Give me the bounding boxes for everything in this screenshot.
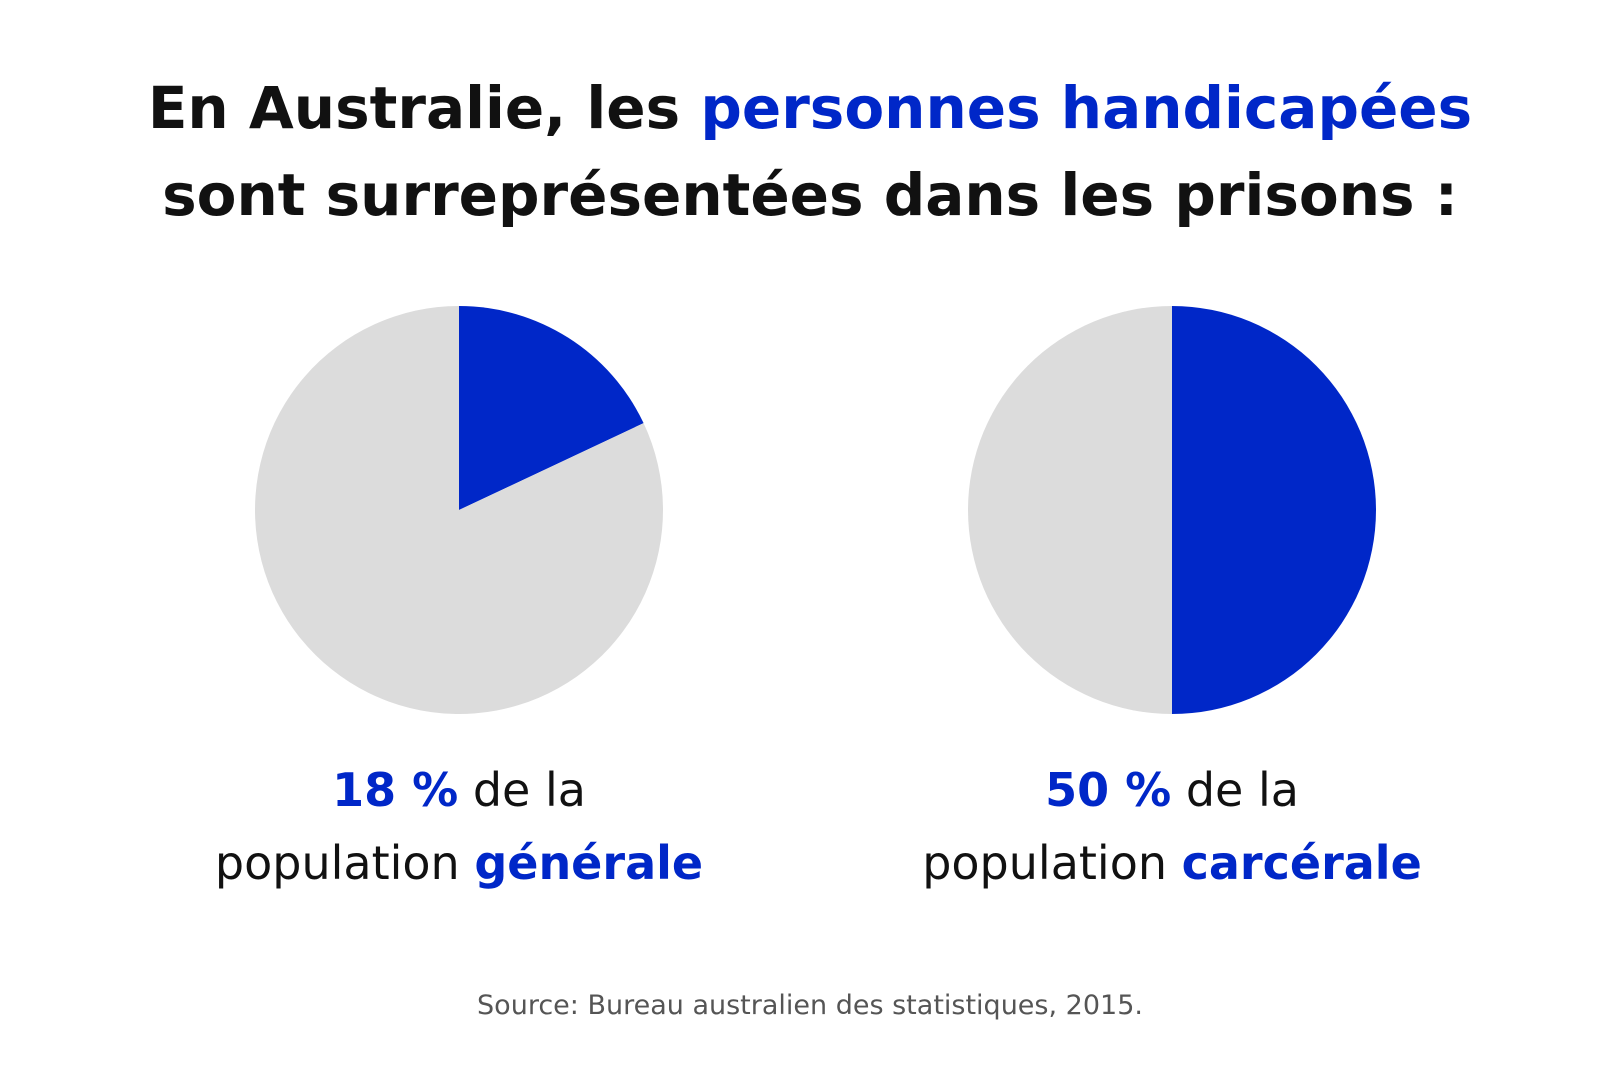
value-label: 18 % (332, 763, 458, 817)
pie-slice (255, 306, 663, 714)
caption-part: population (215, 836, 474, 890)
pie-slice (1172, 306, 1376, 714)
caption-line: population générale (215, 836, 703, 890)
value-label: 50 % (1045, 763, 1171, 817)
caption-highlight: carcérale (1182, 836, 1422, 890)
caption-part: population (922, 836, 1181, 890)
caption-part: de la (1171, 763, 1299, 817)
title-line: sont surreprésentées dans les prisons : (162, 161, 1458, 229)
source: Source: Bureau australien des statistiqu… (477, 990, 1143, 1021)
pie-slice (968, 306, 1172, 714)
caption-line: 18 % de la (332, 763, 586, 817)
title-line: En Australie, les personnes handicapées (148, 74, 1472, 142)
caption-line: 50 % de la (1045, 763, 1299, 817)
caption-highlight: générale (474, 836, 703, 890)
title-part: En Australie, les (148, 74, 701, 142)
pie-slice (459, 306, 644, 510)
title-highlight: personnes handicapées (700, 74, 1472, 142)
caption-part: de la (458, 763, 586, 817)
caption-line: population carcérale (922, 836, 1422, 890)
